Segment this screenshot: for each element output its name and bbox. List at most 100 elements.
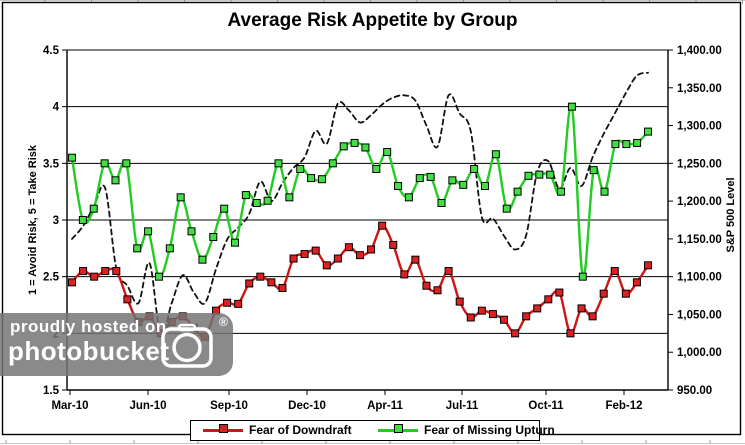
series-fear-of-missing-upturn-marker [307, 174, 316, 183]
series-fear-of-downdraft-marker [444, 267, 453, 275]
right-axis-tick-label: 1,350.00 [677, 83, 722, 95]
left-axis-tick-label: 3 [53, 215, 59, 227]
series-fear-of-downdraft-marker [333, 254, 342, 263]
series-fear-of-downdraft-marker [123, 295, 132, 304]
series-fear-of-missing-upturn-marker [459, 180, 468, 189]
legend-label: Fear of Missing Upturn [424, 423, 555, 437]
left-axis-tick-label: 4 [53, 102, 60, 114]
series-fear-of-missing-upturn-marker [611, 140, 620, 149]
watermark-logo-text: photobucket [8, 336, 170, 366]
right-axis-tick-label: 1,000.00 [677, 347, 722, 359]
x-axis-tick-label: Apr-11 [367, 400, 403, 412]
left-axis-tick-label: 4.5 [43, 45, 60, 57]
series-fear-of-downdraft-marker [411, 255, 420, 264]
series-fear-of-downdraft-marker [511, 329, 520, 338]
x-axis-tick-label: Sep-10 [210, 400, 248, 412]
series-fear-of-downdraft-marker [256, 272, 265, 281]
series-fear-of-downdraft-marker [79, 267, 88, 275]
series-fear-of-missing-upturn-marker [122, 159, 131, 168]
series-fear-of-missing-upturn-marker [600, 187, 609, 196]
x-axis-tick-label: Jul-11 [446, 400, 479, 412]
series-fear-of-missing-upturn-marker [633, 138, 642, 147]
series-fear-of-missing-upturn-marker [361, 143, 370, 152]
series-fear-of-downdraft-marker [522, 312, 531, 321]
series-fear-of-missing-upturn-marker [491, 150, 500, 159]
page-title: Average Risk Appetite by Group [227, 10, 518, 31]
series-fear-of-downdraft-marker [533, 304, 542, 313]
series-fear-of-downdraft-marker [300, 250, 309, 258]
right-axis-tick-label: 1,050.00 [677, 309, 722, 321]
camera-icon [161, 323, 213, 368]
series-fear-of-missing-upturn-marker [198, 255, 207, 264]
left-axis-tick-label: 3.5 [43, 158, 60, 170]
series-fear-of-missing-upturn-marker [154, 272, 163, 281]
right-axis-tick-label: 1,200.00 [677, 196, 722, 208]
x-axis-tick-label: Mar-10 [51, 400, 88, 412]
series-fear-of-missing-upturn-marker [339, 142, 348, 151]
series-fear-of-downdraft-marker [245, 279, 254, 288]
series-fear-of-missing-upturn-marker [350, 138, 359, 147]
series-fear-of-missing-upturn-marker [100, 159, 109, 168]
series-fear-of-missing-upturn-marker [252, 199, 261, 207]
x-axis-tick-label: Oct-11 [528, 400, 564, 412]
x-axis-tick-label: Jun-10 [129, 400, 166, 412]
series-fear-of-missing-upturn-marker [448, 176, 457, 185]
series-fear-of-downdraft-marker [588, 312, 597, 321]
red-square-marker-icon [219, 424, 228, 433]
series-fear-of-missing-upturn-marker [133, 244, 142, 253]
series-fear-of-downdraft-marker [289, 254, 298, 263]
right-axis-title: S&P 500 Level [725, 177, 737, 253]
series-fear-of-downdraft-marker [644, 261, 652, 270]
series-fear-of-missing-upturn-marker [165, 244, 174, 253]
series-fear-of-missing-upturn-marker [68, 153, 76, 162]
series-fear-of-downdraft-marker [367, 245, 376, 254]
series-fear-of-missing-upturn-marker [426, 172, 435, 181]
series-fear-of-downdraft-marker [555, 288, 564, 297]
series-fear-of-downdraft-marker [234, 299, 243, 308]
left-axis-title: 1 = Avoid Risk, 5 = Take Risk [27, 145, 39, 295]
right-axis-tick-label: 950.00 [677, 385, 712, 397]
series-fear-of-missing-upturn-marker [502, 204, 511, 213]
series-fear-of-missing-upturn-marker [241, 191, 250, 200]
series-fear-of-missing-upturn-marker [644, 127, 652, 136]
series-fear-of-missing-upturn-marker [209, 233, 218, 241]
series-fear-of-downdraft-marker [500, 315, 508, 324]
series-fear-of-downdraft-marker [488, 310, 497, 319]
chart-legend: Fear of Downdraft Fear of Missing Upturn [190, 420, 555, 441]
series-fear-of-downdraft-marker [455, 297, 464, 306]
legend-entry-fear-of-downdraft: Fear of Downdraft [203, 421, 373, 440]
series-fear-of-missing-upturn-marker [415, 174, 424, 183]
series-fear-of-missing-upturn-marker [263, 196, 272, 205]
series-fear-of-downdraft-marker [566, 329, 575, 338]
green-square-marker-icon [394, 424, 403, 433]
series-fear-of-downdraft-marker [267, 278, 276, 287]
series-fear-of-downdraft-marker [477, 306, 486, 315]
x-axis-tick-label: Feb-12 [605, 400, 642, 412]
right-axis-tick-label: 1,100.00 [677, 272, 722, 284]
series-fear-of-missing-upturn-marker [187, 227, 196, 236]
series-fear-of-missing-upturn-marker [470, 165, 479, 173]
series-fear-of-missing-upturn-marker [535, 170, 544, 179]
series-fear-of-missing-upturn-marker [524, 171, 533, 180]
series-fear-of-downdraft-marker [400, 270, 409, 279]
watermark-text: proudly hosted on [10, 317, 167, 336]
series-fear-of-downdraft-marker [278, 284, 287, 292]
series-fear-of-missing-upturn-marker [480, 182, 489, 190]
right-axis-tick-label: 1,150.00 [677, 234, 722, 246]
series-fear-of-downdraft-marker [433, 286, 442, 295]
series-fear-of-missing-upturn-marker [274, 159, 283, 168]
series-fear-of-missing-upturn-marker [372, 165, 381, 173]
series-fear-of-downdraft-marker [378, 221, 387, 230]
series-fear-of-missing-upturn-marker [220, 204, 229, 213]
series-fear-of-downdraft-marker [101, 267, 110, 275]
series-fear-of-missing-upturn-marker [557, 187, 566, 196]
series-fear-of-downdraft-marker [389, 240, 398, 249]
series-fear-of-missing-upturn-marker [176, 193, 185, 202]
series-fear-of-downdraft-marker [90, 272, 99, 281]
legend-entry-fear-of-missing-upturn: Fear of Missing Upturn [378, 421, 555, 440]
legend-label: Fear of Downdraft [249, 423, 352, 437]
series-fear-of-downdraft-marker [544, 295, 553, 304]
series-fear-of-missing-upturn-marker [296, 165, 305, 173]
photobucket-watermark: proudly hosted on photobucket ® [0, 313, 233, 376]
